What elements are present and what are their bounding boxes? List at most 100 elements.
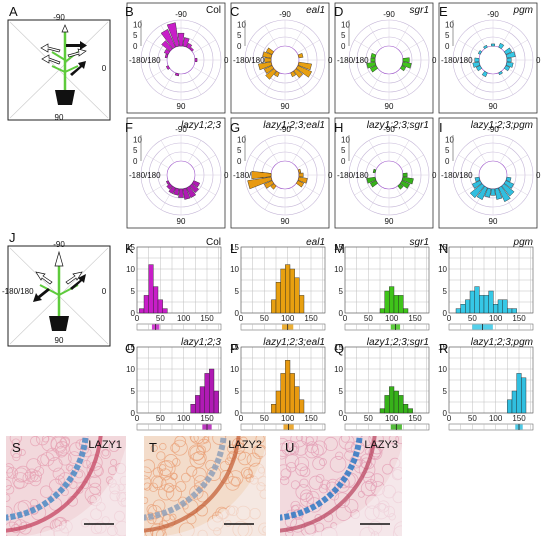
hist-k-bar: [157, 299, 163, 314]
polar-h-spoke: [400, 154, 424, 169]
histogram-panel-q: 0 50 100 150 0 5 10 15 lazy1;2;3;sgr1: [334, 337, 430, 431]
hist-n-ytick: 15: [438, 243, 447, 252]
polar-f-bin: [165, 180, 171, 185]
polar-d-angle-left: -180/180: [337, 56, 369, 65]
photo-t-cell: [150, 444, 158, 452]
panel-j-arrow-r1: [70, 274, 86, 290]
polar-b-spoke: [160, 71, 175, 95]
hist-m-bar: [398, 295, 404, 314]
hist-l-xtick: 0: [239, 314, 244, 323]
polar-c-bin: [297, 53, 304, 59]
photo-t-cell: [192, 467, 207, 482]
polar-b-frame: [126, 2, 226, 114]
photo-u-cell: [280, 475, 290, 486]
photo-t-cell: [148, 482, 159, 492]
photo-u-cell: [300, 489, 313, 503]
polar-g-spoke: [291, 186, 306, 210]
photo-s-cell: [41, 436, 57, 452]
polar-g-angle-bottom: 90: [281, 217, 290, 226]
polar-e-bin: [505, 51, 516, 59]
polar-f-spoke: [187, 140, 202, 164]
hist-l-bar: [271, 299, 277, 314]
polar-d-bin: [399, 65, 407, 72]
photo-s-cortex-band: [6, 436, 103, 533]
hist-o-bar: [204, 373, 210, 414]
photo-u-cortex-band: [280, 436, 377, 533]
hist-r-title: lazy1;2;3;pgm: [471, 337, 533, 348]
polar-c-bin: [290, 70, 297, 78]
hist-q-title: lazy1;2;3;sgr1: [367, 337, 429, 348]
photo-s-cell: [75, 439, 87, 451]
photo-u-cell: [319, 458, 327, 466]
polar-e-radial-tick: 0: [445, 42, 450, 51]
panel-letter-q: Q: [334, 341, 344, 356]
polar-e-bin: [472, 61, 481, 68]
polar-g-bin: [263, 180, 275, 189]
hist-o-bar: [209, 368, 215, 414]
polar-g-spoke: [291, 140, 306, 164]
hist-r-ytick: 15: [438, 343, 447, 352]
polar-f-bin: [178, 188, 184, 198]
hist-k-xtick: 0: [135, 314, 140, 323]
hist-n-ytick: 5: [443, 287, 448, 296]
panel-letter-o: O: [125, 341, 135, 356]
histogram-panel-n: 0 50 100 150 0 5 10 15 pgm: [438, 237, 534, 331]
polar-b-bin: [165, 65, 171, 70]
photo-s-cell: [40, 452, 55, 467]
polar-h-bin: [401, 176, 414, 185]
polar-c-angle-top: -90: [279, 10, 291, 19]
photo-s-label: LAZY1: [88, 439, 122, 451]
photo-t-cell: [231, 476, 242, 487]
histogram-panel-k: 0 50 100 150 0 5 10 15 Col: [126, 237, 222, 331]
hist-q-bar: [384, 395, 390, 414]
hist-q-bar: [393, 390, 399, 414]
polar-i-angle-top: -90: [487, 125, 499, 134]
hist-q-summary-strip: [344, 423, 430, 431]
photo-u-cell: [315, 474, 325, 483]
polar-panel-c: 0 5 10 -90 90 -180/180 0 eal1: [230, 2, 333, 114]
photo-t-cell: [192, 450, 207, 465]
hist-n-bar: [469, 290, 475, 314]
polar-f-bin: [191, 180, 201, 188]
photo-t-cell: [160, 476, 177, 493]
polar-e-bin: [475, 65, 483, 72]
panel-letter-i: I: [439, 120, 443, 135]
panel-letter-g: G: [230, 120, 240, 135]
hist-k-xtick: 50: [156, 314, 165, 323]
photo-s-cell: [13, 478, 25, 490]
photo-t-cell: [163, 482, 175, 493]
hist-p-ytick: 10: [230, 365, 239, 374]
hist-l-bar: [285, 264, 291, 314]
photo-u-cell: [340, 436, 350, 443]
photo-t-cell: [144, 466, 152, 480]
photo-u-cell: [382, 463, 393, 475]
hist-p-bar: [299, 399, 305, 414]
photo-t-cell: [181, 472, 191, 483]
histogram-panel-p: 0 50 100 150 0 5 10 15 lazy1;2;3;eal1: [230, 337, 326, 431]
panel-j-arrow-l1: [33, 288, 50, 302]
photo-s-cell: [6, 479, 12, 491]
polar-d-bin: [366, 61, 377, 69]
hist-k-ytick: 0: [131, 309, 136, 318]
polar-c-bin: [295, 65, 313, 78]
photo-u-cell: [299, 478, 309, 488]
hist-k-title: Col: [206, 237, 221, 248]
polar-e-angle-bottom: 90: [489, 102, 498, 111]
photo-u-cell: [292, 440, 309, 456]
photo-u-cell: [299, 466, 311, 478]
polar-b-bin: [186, 42, 193, 50]
hist-m-bar: [379, 308, 385, 314]
polar-h-spoke: [368, 140, 383, 164]
photo-u-cell: [314, 522, 325, 533]
polar-d-spoke: [354, 39, 378, 54]
hist-k-bar: [162, 308, 168, 314]
hist-k-ytick: 10: [126, 265, 135, 274]
polar-b-spoke: [192, 66, 216, 81]
polar-i-title: lazy1;2;3;pgm: [471, 120, 533, 131]
photo-s-cell: [34, 466, 45, 477]
polar-e-bin: [503, 47, 513, 55]
polar-c-angle-left: -180/180: [233, 56, 265, 65]
panel-j-frame: [7, 245, 111, 347]
photo-u-cell: [388, 436, 399, 445]
photo-u-cell: [300, 436, 318, 447]
